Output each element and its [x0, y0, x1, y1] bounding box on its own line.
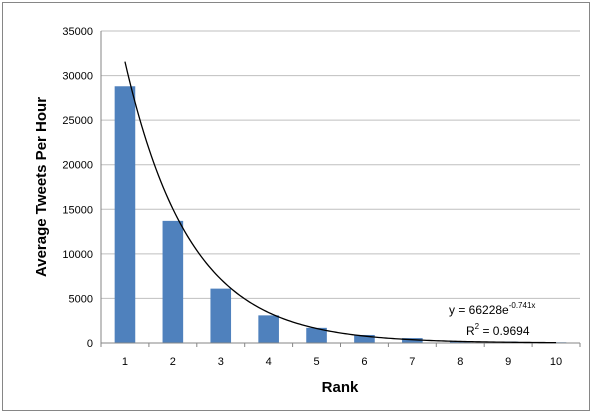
x-tick-label: 10 — [550, 356, 562, 368]
bar — [210, 288, 232, 343]
x-tick-label: 5 — [313, 356, 319, 368]
x-tick-label: 7 — [409, 356, 415, 368]
x-tick-label: 1 — [122, 356, 128, 368]
y-tick-label: 15000 — [62, 204, 93, 216]
r-squared-value: = 0.9694 — [479, 324, 530, 338]
y-tick-label: 10000 — [62, 249, 93, 261]
bar — [114, 86, 136, 344]
bar — [306, 327, 327, 343]
bar — [402, 338, 423, 343]
trendline-equation-exponent: -0.741x — [509, 301, 536, 310]
x-tick-label: 8 — [457, 356, 463, 368]
bar — [258, 315, 279, 343]
trendline-r-squared: R2 = 0.9694 — [466, 322, 530, 338]
r-squared-power: 2 — [475, 322, 480, 331]
x-tick-label: 4 — [266, 356, 272, 368]
trendline-equation-base: y = 66228e — [449, 303, 509, 317]
y-axis-title: Average Tweets Per Hour — [33, 97, 50, 277]
bars — [114, 86, 567, 344]
y-tick-label: 5000 — [69, 293, 93, 305]
x-tick-labels: 1 2 3 4 5 6 7 8 9 10 — [122, 356, 562, 368]
bar — [449, 341, 471, 343]
x-axis-title: Rank — [322, 379, 359, 396]
axes — [100, 31, 581, 347]
bar — [162, 220, 184, 343]
x-tick-label: 2 — [170, 356, 176, 368]
bar — [354, 334, 375, 343]
trendline-equation: y = 66228e-0.741x — [449, 301, 535, 317]
y-tick-label: 25000 — [62, 115, 93, 127]
y-tick-label: 35000 — [62, 26, 93, 38]
x-tick-label: 3 — [218, 356, 224, 368]
y-tick-label: 30000 — [62, 71, 93, 83]
y-tick-label: 20000 — [62, 160, 93, 172]
exponential-trendline — [124, 61, 557, 344]
r-squared-label: R — [466, 324, 475, 338]
y-tick-labels: 0 5000 10000 15000 20000 25000 30000 35000 — [62, 26, 93, 350]
x-tick-label: 6 — [361, 356, 367, 368]
x-tick-label: 9 — [505, 356, 511, 368]
y-tick-label: 0 — [87, 338, 93, 350]
